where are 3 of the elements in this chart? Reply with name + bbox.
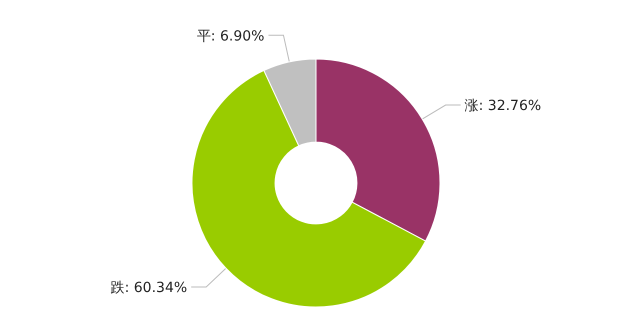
slice-label: 涨: 32.76%: [464, 98, 542, 114]
slice-label: 跌: 60.34%: [110, 280, 188, 296]
slice-label: 平: 6.90%: [196, 28, 264, 44]
